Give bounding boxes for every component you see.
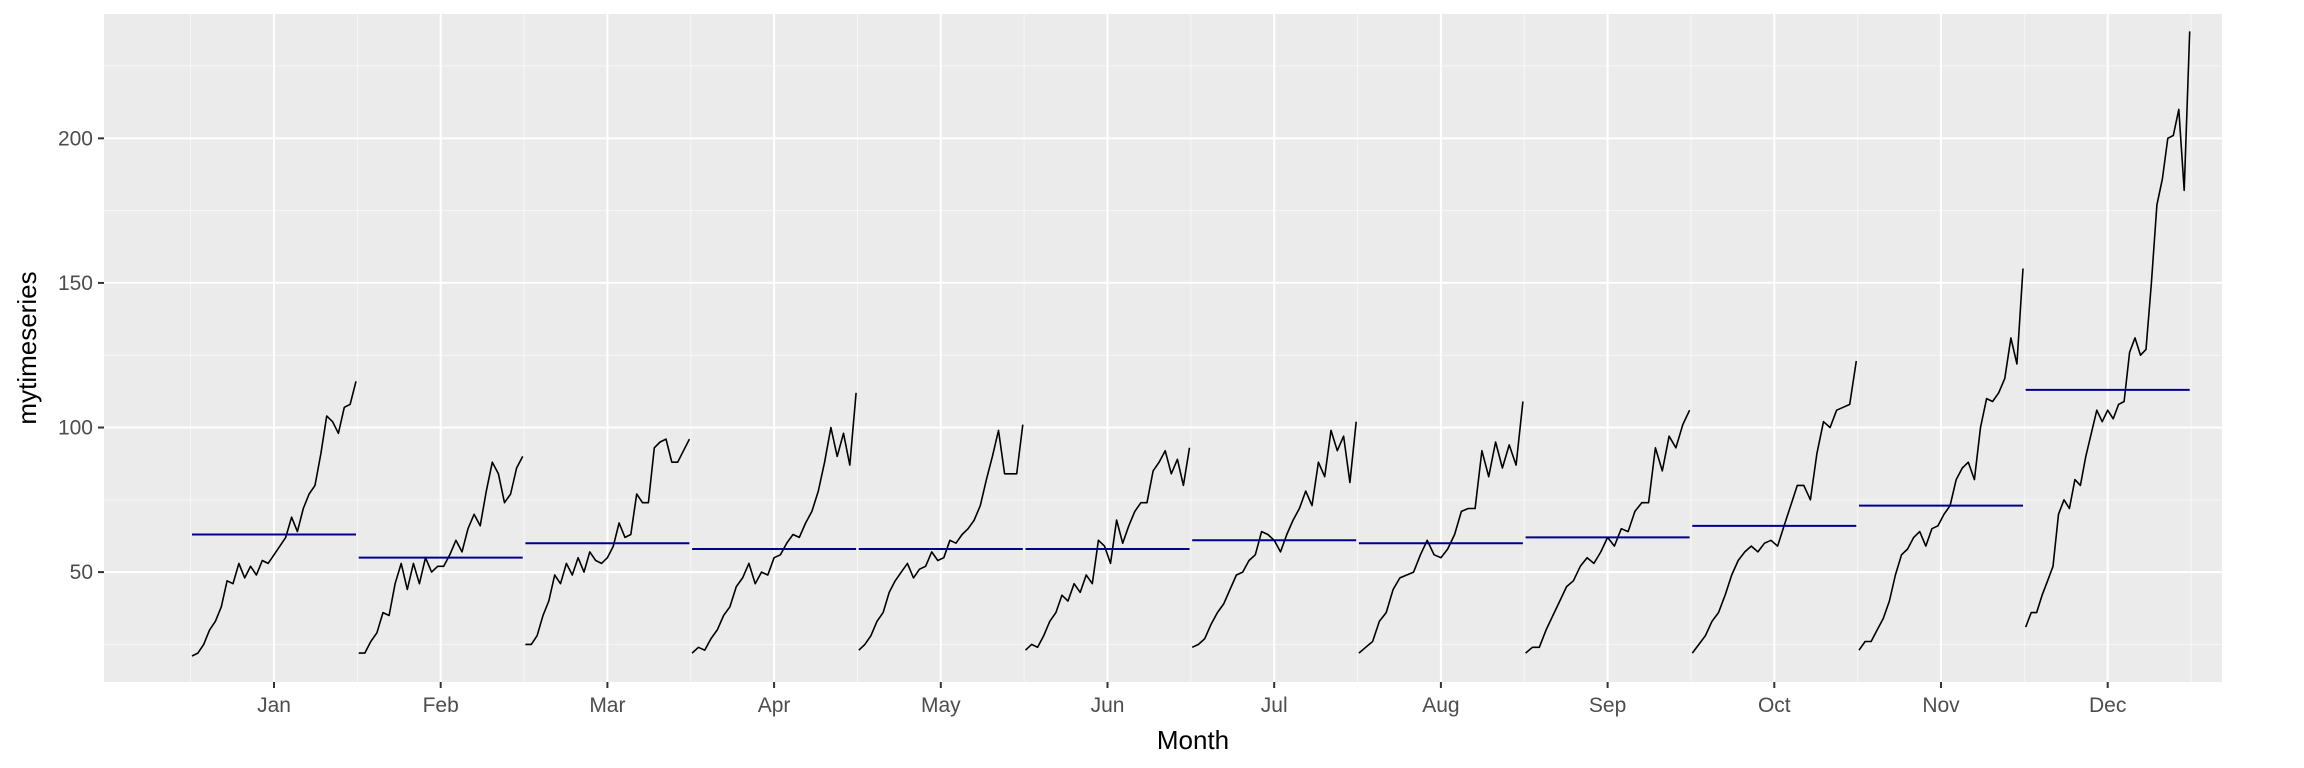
major-gridlines: [104, 14, 2222, 682]
y-axis-title: mytimeseries: [12, 271, 42, 424]
subseries-line-oct: [1691, 360, 1858, 654]
subseries-line-apr: [691, 392, 857, 654]
subseries-line-aug: [1358, 401, 1524, 654]
mean-lines: [192, 388, 2190, 559]
subseries-line-nov: [1858, 268, 2024, 651]
minor-gridlines: [104, 14, 2222, 682]
y-tick-label: 150: [58, 272, 93, 295]
y-tick-label: 50: [70, 561, 93, 584]
subseries-line-may: [858, 424, 1024, 651]
x-tick-label-jul: Jul: [1261, 694, 1288, 717]
x-tick-label-apr: Apr: [758, 694, 791, 717]
subseries-line-mar: [525, 438, 691, 646]
y-axis: 50 100 150 200: [58, 127, 104, 584]
y-tick-label: 100: [58, 417, 93, 440]
x-tick-label-oct: Oct: [1758, 694, 1791, 717]
series-layer: [191, 31, 2191, 657]
subseries-line-jan: [191, 381, 357, 657]
x-tick-label-jan: Jan: [257, 694, 291, 717]
subseries-line-feb: [358, 456, 524, 654]
subseries-line-dec: [2024, 31, 2191, 628]
x-tick-label-may: May: [921, 694, 961, 717]
x-tick-label-sep: Sep: [1589, 694, 1626, 717]
subseries-line-jun: [1024, 447, 1191, 651]
x-axis: Jan Feb Mar Apr May Jun Jul Aug Sep Oct Nov Dec: [257, 682, 2126, 717]
x-tick-label-jun: Jun: [1091, 694, 1125, 717]
x-tick-label-aug: Aug: [1422, 694, 1459, 717]
x-axis-title: Month: [1157, 725, 1229, 755]
y-tick-label: 200: [58, 127, 93, 150]
x-tick-label-nov: Nov: [1922, 694, 1960, 717]
x-tick-label-mar: Mar: [589, 694, 625, 717]
plot-panel: [104, 14, 2222, 682]
x-tick-label-dec: Dec: [2089, 694, 2126, 717]
x-tick-label-feb: Feb: [423, 694, 459, 717]
